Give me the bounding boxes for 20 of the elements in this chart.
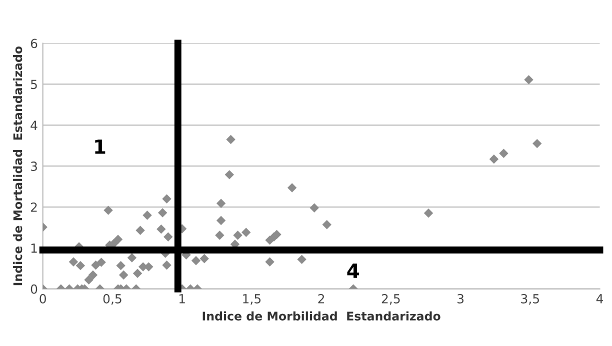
y-axis-title: Indice de Mortalidad Estandarizado — [13, 46, 22, 286]
y-tick-label: 6 — [30, 38, 38, 48]
x-tick-label: 3 — [458, 294, 464, 304]
x-tick-label: 1,5 — [243, 294, 261, 305]
y-tick-label: 1 — [31, 244, 37, 253]
annotation: 1 — [95, 140, 106, 154]
annotation: 4 — [347, 264, 359, 278]
y-tick-label: 2 — [30, 202, 37, 212]
y-tick-label: 0 — [30, 284, 38, 294]
x-tick-label: 2 — [318, 294, 324, 304]
x-tick-label: 1 — [179, 294, 185, 304]
x-tick-label: 0,5 — [103, 294, 122, 305]
y-tick-label: 4 — [30, 120, 38, 130]
x-tick-label: 0 — [40, 294, 46, 304]
y-tick-label: 3 — [30, 162, 37, 172]
x-tick-label: 4 — [596, 294, 604, 304]
y-tick-label: 5 — [30, 80, 37, 90]
x-axis-title: Indice de Morbilidad Estandarizado — [202, 311, 440, 321]
x-tick-label: 2,5 — [382, 294, 400, 305]
x-tick-label: 3,5 — [521, 294, 539, 305]
